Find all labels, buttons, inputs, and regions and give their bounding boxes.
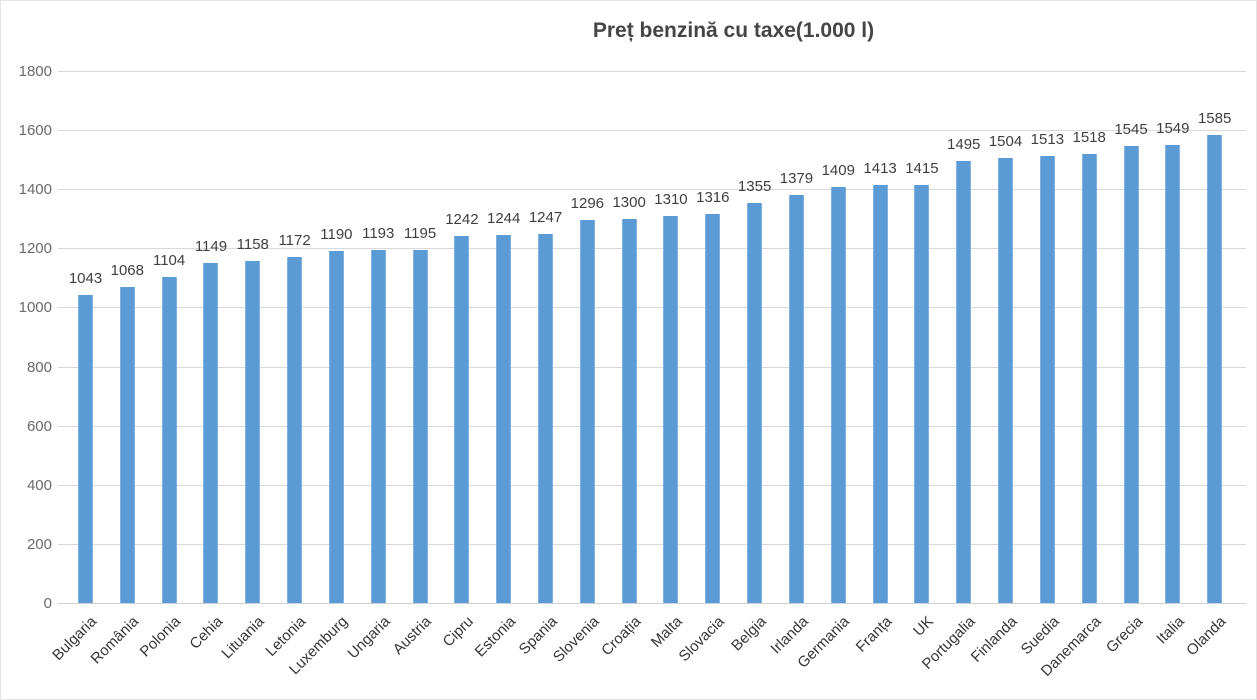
x-category-label: Cipru (439, 613, 477, 651)
y-tick-label: 400 (26, 476, 52, 494)
bar (161, 276, 177, 603)
x-category-label: Croația (597, 613, 645, 660)
bar (328, 251, 344, 603)
value-label: 1409 (821, 161, 855, 179)
gridline (58, 543, 1246, 545)
y-tick-label: 0 (43, 595, 52, 612)
bar (370, 250, 386, 603)
x-category-label: Olanda (1183, 613, 1230, 660)
value-label: 1247 (528, 209, 563, 227)
bar (1039, 155, 1055, 603)
y-tick-label: 1400 (18, 181, 52, 199)
bar (1165, 145, 1181, 603)
x-category-label: Malta (648, 613, 686, 651)
bar (496, 235, 512, 603)
bar (1081, 154, 1097, 603)
bar (663, 215, 679, 603)
gridline (58, 71, 1246, 72)
x-category-label: Grecia (1102, 613, 1147, 657)
value-label: 1149 (194, 238, 228, 256)
value-label: 1190 (320, 226, 353, 244)
x-category-label: Belgia (728, 613, 770, 655)
x-axis-line (58, 603, 1246, 604)
value-label: 1296 (570, 194, 605, 212)
bar (245, 260, 261, 603)
value-label: 1195 (403, 224, 437, 242)
y-tick-label: 1600 (18, 122, 52, 140)
bar (538, 234, 554, 603)
value-label: 1495 (947, 136, 981, 154)
bar (119, 287, 135, 603)
x-category-label: Estonia (471, 613, 519, 661)
value-label: 1068 (110, 262, 144, 280)
value-label: 1415 (905, 159, 939, 177)
gridline (58, 130, 1246, 132)
bar (788, 195, 804, 603)
value-label: 1300 (612, 193, 646, 211)
bar (998, 158, 1014, 603)
bar (287, 256, 303, 603)
y-tick-label: 800 (26, 358, 52, 376)
x-category-label: Polonia (136, 613, 185, 661)
y-tick-label: 600 (26, 417, 52, 435)
bar (78, 294, 93, 603)
value-label: 1043 (68, 269, 103, 287)
bar (1123, 146, 1139, 603)
x-category-label: Franța (852, 613, 896, 656)
x-category-label: Austria (390, 613, 436, 659)
bar (705, 214, 721, 603)
bar (203, 263, 219, 603)
value-label: 1310 (654, 190, 688, 208)
value-label: 1316 (696, 189, 730, 207)
x-category-label: Lituania (218, 613, 268, 663)
bar (914, 184, 930, 603)
value-label: 1172 (278, 231, 311, 249)
x-category-label: Italia (1153, 613, 1188, 648)
value-label: 1585 (1197, 109, 1232, 127)
value-label: 1158 (236, 235, 269, 253)
value-label: 1242 (445, 210, 479, 228)
bar (454, 235, 470, 603)
value-label: 1244 (487, 210, 521, 228)
x-category-label: Ungaria (344, 613, 394, 663)
x-category-label: Slovacia (675, 613, 728, 666)
gridline (58, 425, 1246, 427)
value-label: 1104 (152, 251, 186, 269)
value-label: 1549 (1156, 120, 1190, 138)
y-tick-label: 1000 (18, 299, 52, 317)
gridline (58, 189, 1246, 191)
bar (872, 185, 888, 603)
y-tick-label: 1200 (18, 240, 52, 258)
y-tick-label: 200 (26, 535, 52, 553)
value-label: 1518 (1072, 129, 1106, 147)
bar (830, 186, 846, 603)
bar (412, 249, 428, 603)
value-label: 1504 (988, 133, 1023, 151)
x-category-label: UK (910, 613, 937, 640)
bar (579, 219, 595, 603)
gridline (58, 366, 1246, 368)
gridline (58, 484, 1246, 486)
value-label: 1513 (1030, 130, 1065, 148)
bar (956, 161, 972, 603)
chart-title: Preț benzină cu taxe(1.000 l) (592, 19, 875, 42)
gridline (58, 248, 1246, 250)
bar (747, 202, 763, 603)
value-label: 1413 (863, 160, 897, 178)
bar (621, 218, 637, 603)
value-label: 1355 (737, 177, 772, 195)
value-label: 1379 (779, 170, 814, 188)
value-label: 1193 (362, 225, 395, 243)
gridline (58, 307, 1246, 309)
value-label: 1545 (1114, 121, 1148, 139)
bar (1207, 134, 1223, 603)
y-tick-label: 1800 (18, 63, 52, 80)
